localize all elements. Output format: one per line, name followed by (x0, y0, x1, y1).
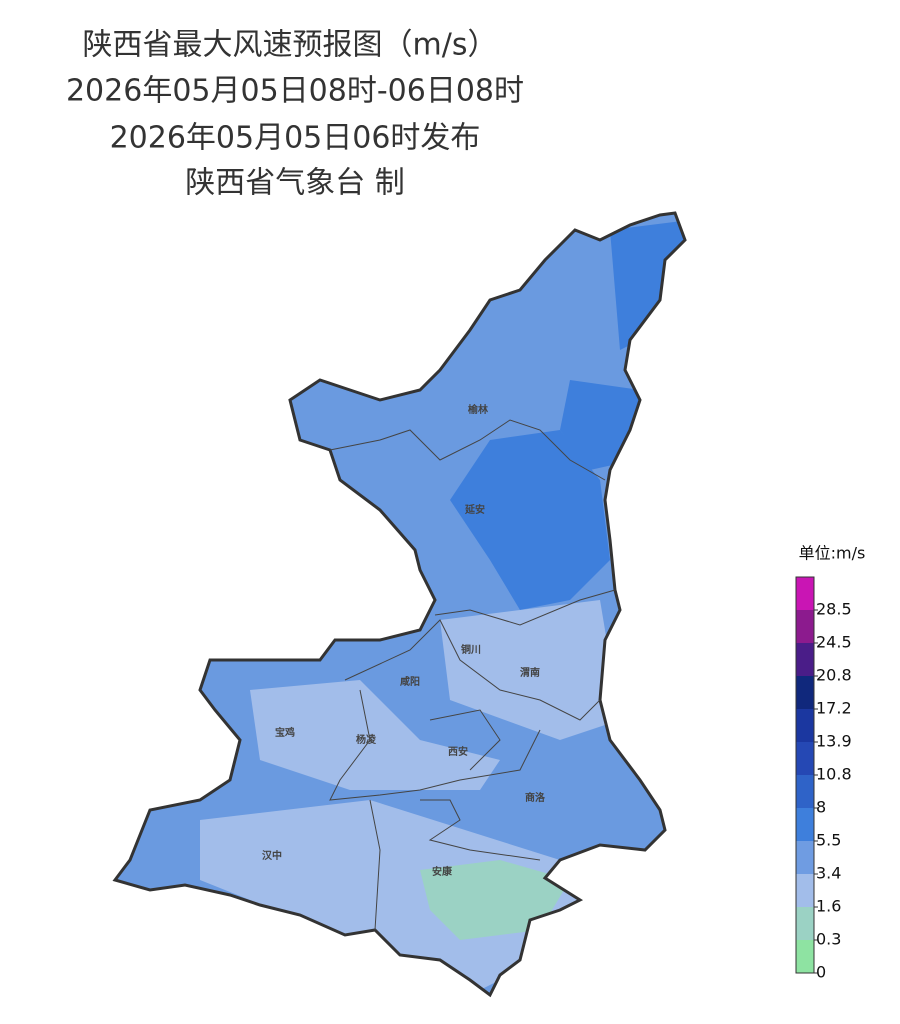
legend-swatch (796, 940, 814, 973)
border (329, 689, 541, 801)
legend-tick-label: 0.3 (816, 930, 841, 949)
legend-tick-label: 17.2 (816, 699, 852, 718)
legend-swatch (796, 577, 814, 610)
field-weak (440, 600, 620, 740)
period: 2026年05月05日08时-06日08时 (66, 74, 524, 109)
legend-swatch (796, 610, 814, 643)
border (420, 799, 541, 861)
legend-tick-label: 20.8 (816, 666, 852, 685)
legend-swatch (796, 709, 814, 742)
city-label: 宝鸡 (275, 726, 295, 739)
city-label: 渭南 (520, 666, 540, 679)
city-label: 汉中 (262, 849, 282, 862)
field-strong (450, 430, 610, 610)
legend-tick-label: 0 (816, 963, 826, 982)
legend-tick-label: 28.5 (816, 600, 852, 619)
city-label: 延安 (464, 503, 485, 516)
field-weak (200, 800, 600, 990)
city-label: 榆林 (468, 403, 489, 416)
legend-tick-label: 5.5 (816, 831, 841, 850)
legend-tick-label: 8 (816, 798, 826, 817)
legend-swatch (796, 841, 814, 874)
border (344, 619, 601, 721)
city-label: 西安 (448, 745, 468, 758)
legend-tick-label: 13.9 (816, 732, 852, 751)
issuer: 陕西省气象台 制 (185, 166, 405, 201)
city-label: 铜川 (461, 643, 481, 656)
city-label: 商洛 (525, 791, 546, 804)
issued: 2026年05月05日06时发布 (110, 121, 481, 156)
legend-tick-label: 3.4 (816, 864, 841, 883)
legend-tick-label: 24.5 (816, 633, 852, 652)
legend-swatch (796, 907, 814, 940)
wind-field (115, 213, 685, 995)
legend-title: 单位:m/s (799, 544, 866, 563)
legend-swatch (796, 874, 814, 907)
field-strong (610, 220, 685, 350)
city-label: 杨凌 (356, 733, 377, 746)
legend-tick-label: 1.6 (816, 897, 841, 916)
legend-swatch (796, 676, 814, 709)
city-label: 安康 (432, 865, 453, 878)
border (429, 709, 501, 771)
field-weak (250, 680, 500, 790)
border (434, 589, 616, 626)
title: 陕西省最大风速预报图（m/s） (83, 28, 498, 63)
border (329, 419, 606, 481)
city-label: 咸阳 (400, 675, 420, 688)
legend-swatch (796, 742, 814, 775)
city-borders (329, 419, 616, 931)
legend-swatch (796, 808, 814, 841)
border (369, 799, 381, 931)
legend-tick-label: 10.8 (816, 765, 852, 784)
legend-swatch (796, 775, 814, 808)
legend-swatch (796, 643, 814, 676)
